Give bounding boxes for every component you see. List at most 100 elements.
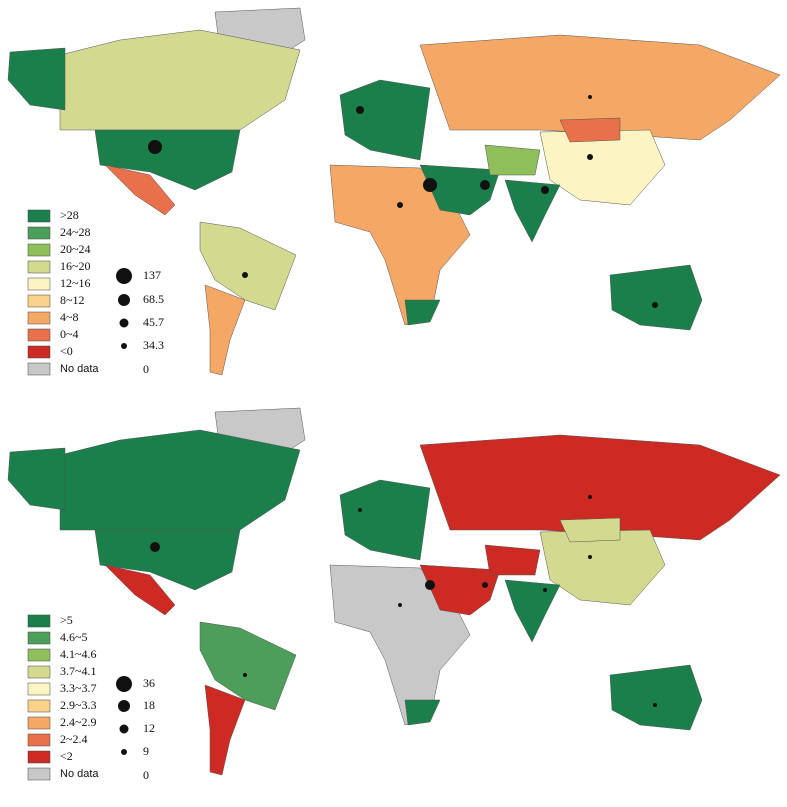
legend-swatch [27,648,51,662]
country [504,579,561,643]
city-dot [543,588,547,592]
country [94,529,241,591]
legend-label: 0~4 [60,327,79,341]
country [94,129,241,191]
legend-swatch [27,311,51,325]
legend-label: 3.7~4.1 [60,664,97,678]
legend-swatch [27,716,51,730]
bubble-label: 9 [143,744,149,758]
country [539,129,666,206]
country [339,479,431,561]
legend-label: >5 [60,613,73,627]
world-map: >28 24~28 20~24 16~20 12~16 8~12 4~8 0~4 <0 No da… [7,7,781,376]
legend-swatch [27,260,51,274]
city-dot [480,180,490,190]
legend-label: 3.3~3.7 [60,681,97,695]
city-dot [652,302,658,308]
legend-bubble [116,676,132,692]
city-dot [541,186,549,194]
legend-swatch [27,614,51,628]
city-dot [358,508,362,512]
legend-bubble [118,294,130,306]
country [419,434,781,541]
country [484,544,541,576]
country [419,564,501,616]
legend-swatch [27,362,51,376]
legend-bubble [119,724,129,734]
legend-label: No data [60,768,99,780]
country [559,117,621,143]
city-dot [150,542,160,552]
legend-swatch [27,226,51,240]
country [419,164,501,216]
country [204,284,246,376]
legend-label: 16~20 [60,259,91,273]
legend-label: 20~24 [60,242,91,256]
legend-swatch [27,665,51,679]
city-dot [397,202,403,208]
city-dot [243,673,247,677]
city-dot [653,703,657,707]
city-dot [588,555,592,559]
bubble-label: 45.7 [143,315,164,329]
legend-label: <2 [60,749,73,763]
country [199,221,297,311]
legend-label: 2.4~2.9 [60,715,97,729]
country [204,684,246,776]
legend-bubble [121,343,127,349]
country [504,179,561,243]
city-dot [425,580,435,590]
legend-label: >28 [60,208,79,222]
bubble-label: 68.5 [143,292,164,306]
legend-label: <0 [60,344,73,358]
country [609,664,703,731]
city-dot [242,272,248,278]
country [199,621,297,711]
country [484,144,541,176]
legend-swatch [27,328,51,342]
legend-swatch [27,294,51,308]
legend-label: 8~12 [60,293,85,307]
legend-bubble [116,268,132,284]
country [7,47,66,111]
legend-label: 4~8 [60,310,79,324]
bubble-label: 36 [143,676,155,690]
legend-label: 12~16 [60,276,91,290]
legend-swatch [27,682,51,696]
country [539,529,666,606]
country [419,34,781,141]
bubble-label: 137 [143,268,161,282]
bubble-label: 12 [143,721,155,735]
legend-label: 2~2.4 [60,732,88,746]
legend-swatch [27,750,51,764]
legend-swatch [27,345,51,359]
city-dot [356,106,364,114]
legend-swatch [27,209,51,223]
city-dot [148,140,162,154]
bubble-label: 18 [143,698,155,712]
country [404,699,441,726]
world-map: >5 4.6~5 4.1~4.6 3.7~4.1 3.3~3.7 2.9~3.3 2.4~2… [7,407,781,782]
city-dot [398,603,402,607]
legend-swatch [27,243,51,257]
bubble-label: 34.3 [143,338,164,352]
legend-bubble [119,318,129,328]
legend-label: 24~28 [60,225,91,239]
legend-bubble [118,700,130,712]
country [59,29,301,131]
bubble-label: 0 [143,362,149,376]
legend-label: 4.1~4.6 [60,647,97,661]
legend-bubble [121,749,127,755]
city-dot [482,582,488,588]
legend-swatch [27,631,51,645]
legend-label: No data [60,363,99,375]
city-dot [587,154,593,160]
country [559,517,621,543]
legend-swatch [27,767,51,781]
legend-swatch [27,733,51,747]
city-dot [423,178,437,192]
legend-label: 4.6~5 [60,630,88,644]
city-dot [588,95,592,99]
country [339,79,431,161]
